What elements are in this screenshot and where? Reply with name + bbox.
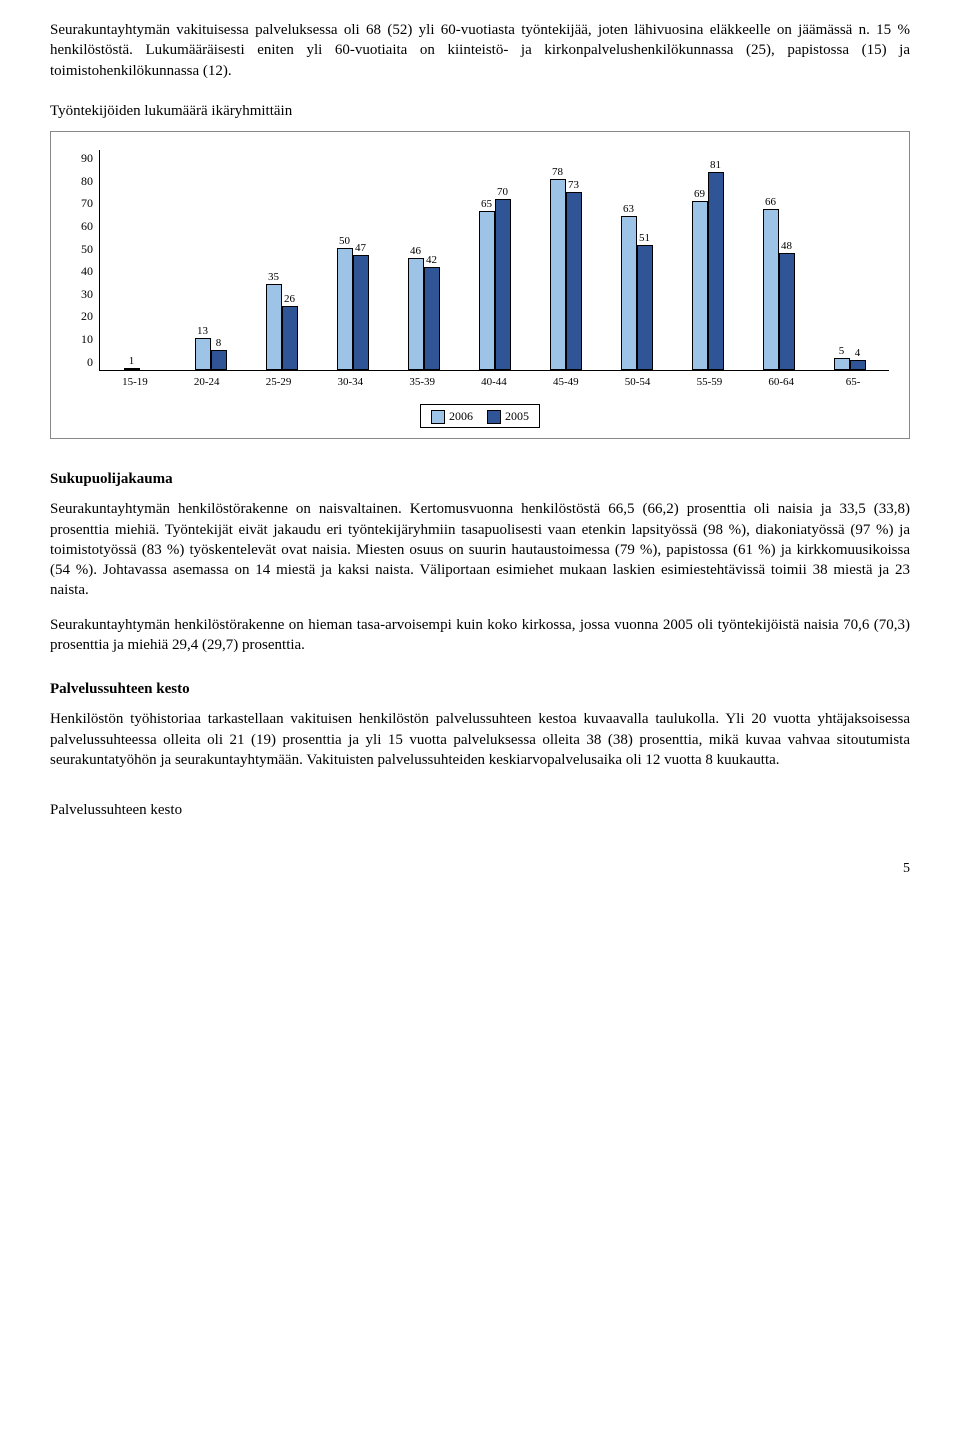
bar: 42 [424,267,440,370]
bar-group: 6570 [459,199,530,370]
bar: 1 [124,368,140,370]
bar-value-label: 81 [710,158,721,173]
x-tick: 60-64 [745,375,817,390]
bar: 81 [708,172,724,370]
bar-group: 6981 [672,172,743,370]
bar: 51 [637,245,653,370]
bar-group: 6351 [601,216,672,370]
x-tick: 50-54 [602,375,674,390]
bar-value-label: 70 [497,185,508,200]
legend-item: 2006 [431,408,473,424]
bar-group: 7873 [530,179,601,370]
y-tick: 30 [81,286,93,302]
x-tick: 25-29 [243,375,315,390]
x-tick: 55-59 [674,375,746,390]
bar-value-label: 35 [268,270,279,285]
bar: 47 [353,255,369,370]
bar-value-label: 4 [855,346,861,361]
x-tick: 15-19 [99,375,171,390]
bar-group: 1 [104,368,175,370]
tenure-heading: Palvelussuhteen kesto [50,679,910,699]
y-tick: 10 [81,331,93,347]
x-tick: 40-44 [458,375,530,390]
bar: 69 [692,201,708,370]
bar: 13 [195,338,211,370]
bar-value-label: 65 [481,197,492,212]
bar-group: 5047 [317,248,388,370]
gender-paragraph-2: Seurakuntayhtymän henkilöstörakenne on h… [50,615,910,656]
gender-paragraph-1: Seurakuntayhtymän henkilöstörakenne on n… [50,499,910,600]
y-tick: 40 [81,263,93,279]
age-distribution-chart: 0102030405060708090 11383526504746426570… [50,131,910,439]
bar-value-label: 73 [568,178,579,193]
bar-group: 138 [175,338,246,370]
bar-value-label: 48 [781,239,792,254]
bar-value-label: 47 [355,241,366,256]
legend-item: 2005 [487,408,529,424]
bar-value-label: 50 [339,234,350,249]
x-tick: 20-24 [171,375,243,390]
x-tick: 30-34 [314,375,386,390]
legend-label: 2005 [505,409,529,423]
bar-value-label: 46 [410,244,421,259]
chart-plot-area: 11383526504746426570787363516981664854 [99,150,889,371]
bar: 73 [566,192,582,370]
y-tick: 90 [81,150,93,166]
bar-value-label: 51 [639,231,650,246]
bar-value-label: 13 [197,324,208,339]
chart-legend: 2006 2005 [420,404,540,428]
page-number: 5 [50,860,910,879]
bar: 8 [211,350,227,370]
bar-value-label: 26 [284,292,295,307]
y-tick: 80 [81,173,93,189]
bar-group: 3526 [246,284,317,370]
y-tick: 60 [81,218,93,234]
bar: 26 [282,306,298,370]
bar-group: 54 [814,358,885,370]
tenure-subheading: Palvelussuhteen kesto [50,800,910,820]
legend-swatch [431,410,445,424]
bar: 70 [495,199,511,370]
bar-value-label: 78 [552,165,563,180]
bar: 66 [763,209,779,370]
bar-group: 4642 [388,258,459,370]
bar: 5 [834,358,850,370]
gender-heading: Sukupuolijakauma [50,469,910,489]
x-tick: 65- [817,375,889,390]
x-tick: 35-39 [386,375,458,390]
y-tick: 0 [87,354,93,370]
chart-y-axis: 0 10 20 30 40 50 60 70 80 90 [71,150,99,370]
y-tick: 50 [81,241,93,257]
legend-swatch [487,410,501,424]
bar-value-label: 8 [216,336,222,351]
intro-paragraph: Seurakuntayhtymän vakituisessa palveluks… [50,20,910,81]
bar: 46 [408,258,424,370]
bar: 35 [266,284,282,370]
chart-x-axis: 15-1920-2425-2930-3435-3940-4445-4950-54… [99,371,889,390]
bar: 65 [479,211,495,370]
tenure-paragraph: Henkilöstön työhistoriaa tarkastellaan v… [50,709,910,770]
bar-value-label: 66 [765,195,776,210]
bar-value-label: 63 [623,202,634,217]
legend-label: 2006 [449,409,473,423]
bar-group: 6648 [743,209,814,370]
bar: 78 [550,179,566,370]
bar: 4 [850,360,866,370]
bar-value-label: 5 [839,344,845,359]
chart-heading: Työntekijöiden lukumäärä ikäryhmittäin [50,101,910,121]
y-tick: 70 [81,195,93,211]
bar: 50 [337,248,353,370]
bar: 48 [779,253,795,370]
bar: 63 [621,216,637,370]
y-tick: 20 [81,308,93,324]
bar-value-label: 69 [694,187,705,202]
bar-value-label: 1 [129,354,135,369]
x-tick: 45-49 [530,375,602,390]
bar-value-label: 42 [426,253,437,268]
